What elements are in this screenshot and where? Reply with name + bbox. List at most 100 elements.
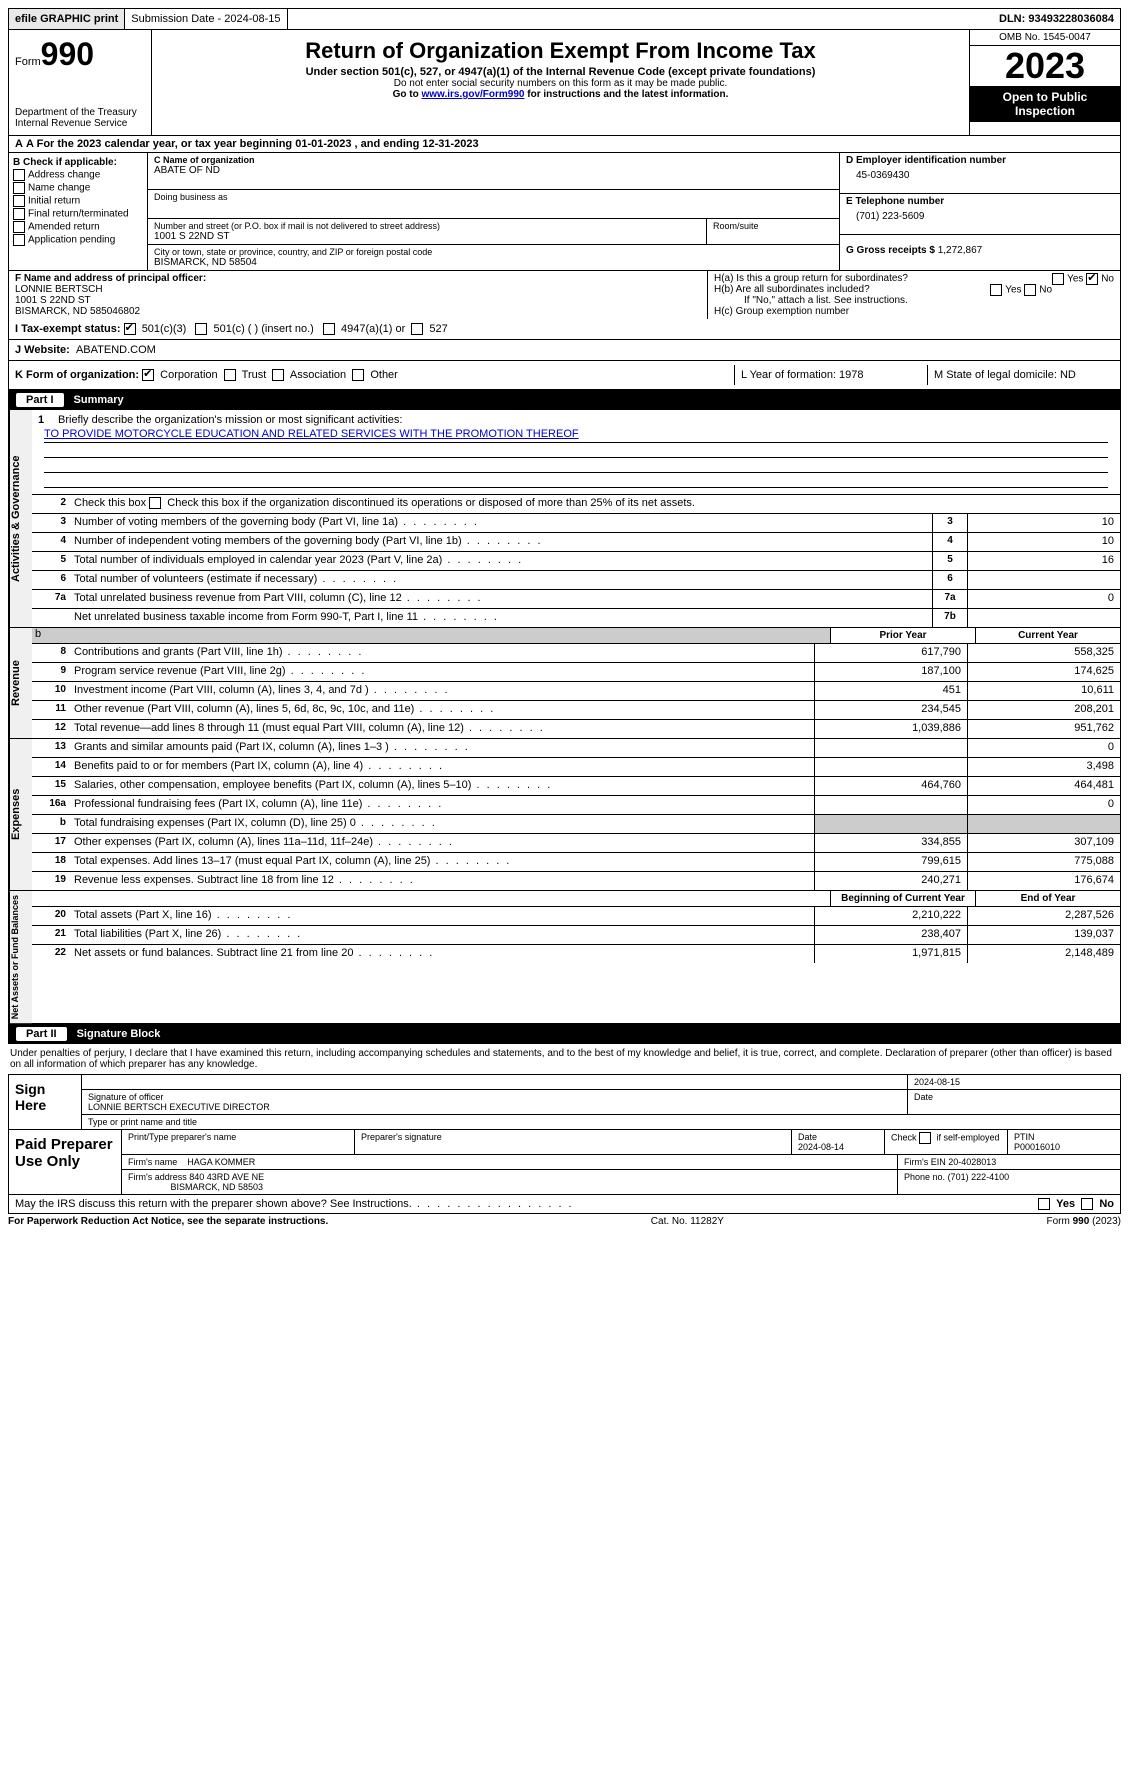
self-employed-check[interactable]: Check if self-employed <box>885 1130 1008 1154</box>
officer-name: LONNIE BERTSCH <box>15 284 701 295</box>
top-bar: efile GRAPHIC print Submission Date - 20… <box>8 8 1121 30</box>
tab-expenses: Expenses <box>9 739 32 890</box>
cb-discuss-yes[interactable] <box>1038 1198 1050 1210</box>
cb-name-change[interactable]: Name change <box>13 182 143 194</box>
irs-discuss-row: May the IRS discuss this return with the… <box>8 1195 1121 1214</box>
room-suite: Room/suite <box>706 219 839 244</box>
date-label: Date <box>908 1090 1120 1114</box>
tax-year: 2023 <box>970 46 1120 86</box>
firm-addr2: BISMARCK, ND 58503 <box>171 1182 264 1192</box>
cb-application-pending[interactable]: Application pending <box>13 234 143 246</box>
summary-row: 8Contributions and grants (Part VIII, li… <box>32 644 1120 663</box>
col-current-year: Current Year <box>975 628 1120 643</box>
cb-other[interactable] <box>352 369 364 381</box>
summary-row: 10Investment income (Part VIII, column (… <box>32 682 1120 701</box>
ein-label: D Employer identification number <box>846 155 1114 166</box>
form-number: Form990 <box>15 36 145 73</box>
col-end-year: End of Year <box>975 891 1120 906</box>
cb-501c3[interactable] <box>124 323 136 335</box>
street-label: Number and street (or P.O. box if mail i… <box>154 221 700 231</box>
cb-4947[interactable] <box>323 323 335 335</box>
sign-here-block: Sign Here 2024-08-15 Signature of office… <box>8 1074 1121 1130</box>
summary-row: 9Program service revenue (Part VIII, lin… <box>32 663 1120 682</box>
efile-print-button[interactable]: efile GRAPHIC print <box>9 9 125 29</box>
summary-row: 4Number of independent voting members of… <box>32 533 1120 552</box>
activities-governance-section: Activities & Governance 1Briefly describ… <box>8 410 1121 628</box>
summary-row: 15Salaries, other compensation, employee… <box>32 777 1120 796</box>
summary-row: 22Net assets or fund balances. Subtract … <box>32 945 1120 963</box>
street-address: 1001 S 22ND ST <box>154 231 700 242</box>
website-value[interactable]: ABATEND.COM <box>76 344 156 356</box>
col-prior-year: Prior Year <box>830 628 975 643</box>
cb-527[interactable] <box>411 323 423 335</box>
paperwork-notice: For Paperwork Reduction Act Notice, see … <box>8 1216 328 1227</box>
state-domicile: M State of legal domicile: ND <box>928 365 1120 385</box>
form-subtitle: Under section 501(c), 527, or 4947(a)(1)… <box>162 66 959 78</box>
cb-trust[interactable] <box>224 369 236 381</box>
sig-officer-name: LONNIE BERTSCH EXECUTIVE DIRECTOR <box>88 1102 901 1112</box>
website-row: J Website: ABATEND.COM <box>8 340 1121 361</box>
cat-no: Cat. No. 11282Y <box>651 1216 724 1227</box>
summary-row: 14Benefits paid to or for members (Part … <box>32 758 1120 777</box>
paid-preparer-block: Paid Preparer Use Only Print/Type prepar… <box>8 1130 1121 1195</box>
tax-year-range: A A For the 2023 calendar year, or tax y… <box>8 136 1121 153</box>
ptin-value: P00016010 <box>1014 1142 1060 1152</box>
open-to-public: Open to Public Inspection <box>970 86 1120 122</box>
cb-final-return[interactable]: Final return/terminated <box>13 208 143 220</box>
firm-phone: (701) 222-4100 <box>948 1172 1010 1182</box>
summary-row: 5Total number of individuals employed in… <box>32 552 1120 571</box>
revenue-section: Revenue b Prior Year Current Year 8Contr… <box>8 628 1121 739</box>
summary-row: 3Number of voting members of the governi… <box>32 514 1120 533</box>
firm-ein: 20-4028013 <box>948 1157 996 1167</box>
sign-here-label: Sign Here <box>9 1075 82 1129</box>
summary-row: Net unrelated business taxable income fr… <box>32 609 1120 627</box>
summary-row: 18Total expenses. Add lines 13–17 (must … <box>32 853 1120 872</box>
cb-amended-return[interactable]: Amended return <box>13 221 143 233</box>
summary-row: 7aTotal unrelated business revenue from … <box>32 590 1120 609</box>
ein-value: 45-0369430 <box>846 166 1114 185</box>
cb-discontinued[interactable] <box>149 497 161 509</box>
identification-section: B Check if applicable: Address change Na… <box>8 153 1121 270</box>
firm-name: HAGA KOMMER <box>187 1157 255 1167</box>
phone-value: (701) 223-5609 <box>846 207 1114 226</box>
phone-label: E Telephone number <box>846 196 1114 207</box>
officer-group-section: F Name and address of principal officer:… <box>8 270 1121 319</box>
summary-row: 19Revenue less expenses. Subtract line 1… <box>32 872 1120 890</box>
subordinates-note: If "No," attach a list. See instructions… <box>714 295 1114 306</box>
part1-header: Part ISummary <box>8 390 1121 410</box>
perjury-statement: Under penalties of perjury, I declare th… <box>8 1044 1121 1074</box>
sig-date: 2024-08-15 <box>908 1075 1120 1089</box>
dln: DLN: 93493228036084 <box>993 9 1120 29</box>
page-footer: For Paperwork Reduction Act Notice, see … <box>8 1214 1121 1227</box>
org-form-row: K Form of organization: Corporation Trus… <box>8 361 1121 390</box>
net-assets-section: Net Assets or Fund Balances Beginning of… <box>8 891 1121 1024</box>
omb-number: OMB No. 1545-0047 <box>970 30 1120 46</box>
dba-label: Doing business as <box>154 192 833 202</box>
cb-association[interactable] <box>272 369 284 381</box>
gross-receipts-value: 1,272,867 <box>938 245 983 256</box>
summary-row: 13Grants and similar amounts paid (Part … <box>32 739 1120 758</box>
form-ref: Form 990 (2023) <box>1047 1216 1121 1227</box>
tab-net-assets: Net Assets or Fund Balances <box>9 891 32 1023</box>
form-header: Form990 Department of the Treasury Inter… <box>8 30 1121 136</box>
irs-link[interactable]: www.irs.gov/Form990 <box>421 89 524 100</box>
officer-street: 1001 S 22ND ST <box>15 295 701 306</box>
city-label: City or town, state or province, country… <box>154 247 833 257</box>
cb-corporation[interactable] <box>142 369 154 381</box>
summary-row: 17Other expenses (Part IX, column (A), l… <box>32 834 1120 853</box>
tab-activities: Activities & Governance <box>9 410 32 627</box>
officer-label: F Name and address of principal officer: <box>15 273 701 284</box>
cb-501c[interactable] <box>195 323 207 335</box>
summary-row: bTotal fundraising expenses (Part IX, co… <box>32 815 1120 834</box>
cb-initial-return[interactable]: Initial return <box>13 195 143 207</box>
summary-row: 16aProfessional fundraising fees (Part I… <box>32 796 1120 815</box>
year-formation: L Year of formation: 1978 <box>735 365 928 385</box>
summary-row: 21Total liabilities (Part X, line 26)238… <box>32 926 1120 945</box>
cb-address-change[interactable]: Address change <box>13 169 143 181</box>
cb-discuss-no[interactable] <box>1081 1198 1093 1210</box>
department-label: Department of the Treasury Internal Reve… <box>15 107 145 129</box>
ssn-warning: Do not enter social security numbers on … <box>162 78 959 89</box>
prep-date: 2024-08-14 <box>798 1142 844 1152</box>
prep-name-label: Print/Type preparer's name <box>122 1130 355 1154</box>
officer-city: BISMARCK, ND 585046802 <box>15 306 701 317</box>
